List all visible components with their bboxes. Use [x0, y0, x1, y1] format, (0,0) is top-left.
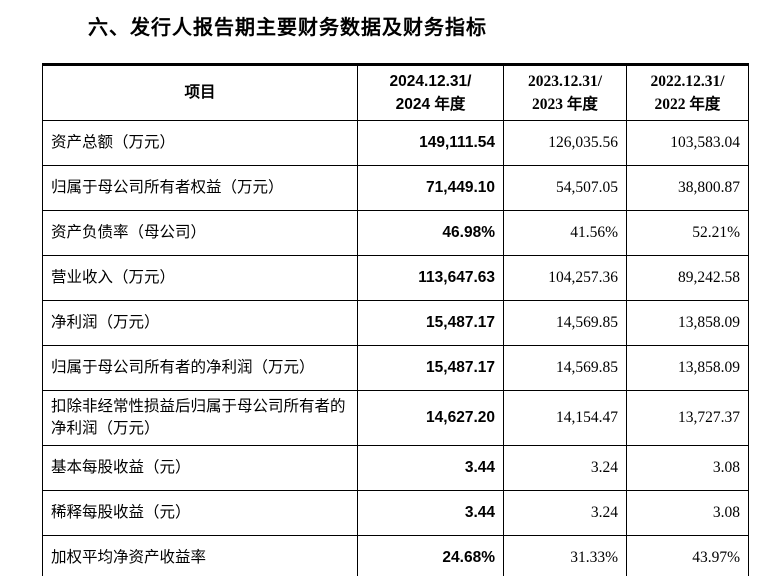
header-2023-date: 2023.12.31/	[527, 72, 603, 90]
value-2023: 126,035.56	[503, 120, 627, 166]
row-label: 基本每股收益（元）	[42, 445, 358, 491]
table-row: 归属于母公司所有者的净利润（万元） 15,487.17 14,569.85 13…	[42, 345, 749, 391]
value-2024: 24.68%	[357, 535, 504, 576]
value-2023: 41.56%	[503, 210, 627, 256]
value-2024: 46.98%	[357, 210, 504, 256]
row-label: 加权平均净资产收益率	[42, 535, 358, 576]
value-2023: 14,154.47	[503, 390, 627, 446]
value-2024: 15,487.17	[357, 300, 504, 346]
row-label: 归属于母公司所有者权益（万元）	[42, 165, 358, 211]
table-header-row: 项目 2024.12.31/ 2024 年度 2023.12.31/ 2023 …	[42, 64, 749, 121]
header-item: 项目	[42, 64, 358, 121]
value-2022: 89,242.58	[626, 255, 749, 301]
table-row: 扣除非经常性损益后归属于母公司所有者的净利润（万元） 14,627.20 14,…	[42, 390, 749, 446]
header-2022: 2022.12.31/ 2022 年度	[626, 64, 749, 121]
header-2022-year: 2022 年度	[654, 96, 721, 113]
row-label: 资产总额（万元）	[42, 120, 358, 166]
value-2022: 43.97%	[626, 535, 749, 576]
row-label: 资产负债率（母公司）	[42, 210, 358, 256]
value-2022: 3.08	[626, 490, 749, 536]
value-2022: 13,858.09	[626, 345, 749, 391]
table-row: 稀释每股收益（元） 3.44 3.24 3.08	[42, 490, 749, 536]
header-2024: 2024.12.31/ 2024 年度	[357, 64, 504, 121]
value-2024: 113,647.63	[357, 255, 504, 301]
section-title: 六、发行人报告期主要财务数据及财务指标	[88, 17, 487, 39]
row-label: 营业收入（万元）	[42, 255, 358, 301]
row-label: 归属于母公司所有者的净利润（万元）	[42, 345, 358, 391]
value-2022: 13,858.09	[626, 300, 749, 346]
value-2022: 3.08	[626, 445, 749, 491]
value-2024: 71,449.10	[357, 165, 504, 211]
value-2023: 54,507.05	[503, 165, 627, 211]
value-2023: 3.24	[503, 490, 627, 536]
header-2022-date: 2022.12.31/	[650, 72, 725, 90]
table-row: 归属于母公司所有者权益（万元） 71,449.10 54,507.05 38,8…	[42, 165, 749, 211]
value-2022: 38,800.87	[626, 165, 749, 211]
table-row: 基本每股收益（元） 3.44 3.24 3.08	[42, 445, 749, 491]
value-2024: 3.44	[357, 490, 504, 536]
value-2024: 14,627.20	[357, 390, 504, 446]
row-label: 净利润（万元）	[42, 300, 358, 346]
table-row: 营业收入（万元） 113,647.63 104,257.36 89,242.58	[42, 255, 749, 301]
value-2024: 15,487.17	[357, 345, 504, 391]
value-2022: 52.21%	[626, 210, 749, 256]
value-2024: 149,111.54	[357, 120, 504, 166]
value-2024: 3.44	[357, 445, 504, 491]
value-2023: 14,569.85	[503, 300, 627, 346]
value-2022: 103,583.04	[626, 120, 749, 166]
table-row: 资产负债率（母公司） 46.98% 41.56% 52.21%	[42, 210, 749, 256]
row-label: 扣除非经常性损益后归属于母公司所有者的净利润（万元）	[42, 390, 358, 446]
value-2022: 13,727.37	[626, 390, 749, 446]
header-2024-year: 2024 年度	[395, 96, 466, 113]
value-2023: 31.33%	[503, 535, 627, 576]
table-row: 资产总额（万元） 149,111.54 126,035.56 103,583.0…	[42, 120, 749, 166]
value-2023: 14,569.85	[503, 345, 627, 391]
header-2023-year: 2023 年度	[532, 96, 598, 113]
row-label: 稀释每股收益（元）	[42, 490, 358, 536]
table-row: 加权平均净资产收益率 24.68% 31.33% 43.97%	[42, 535, 749, 576]
value-2023: 3.24	[503, 445, 627, 491]
header-2023: 2023.12.31/ 2023 年度	[503, 64, 627, 121]
value-2023: 104,257.36	[503, 255, 627, 301]
financial-data-table: 项目 2024.12.31/ 2024 年度 2023.12.31/ 2023 …	[42, 63, 749, 576]
table-row: 净利润（万元） 15,487.17 14,569.85 13,858.09	[42, 300, 749, 346]
header-2024-date: 2024.12.31/	[389, 72, 472, 90]
